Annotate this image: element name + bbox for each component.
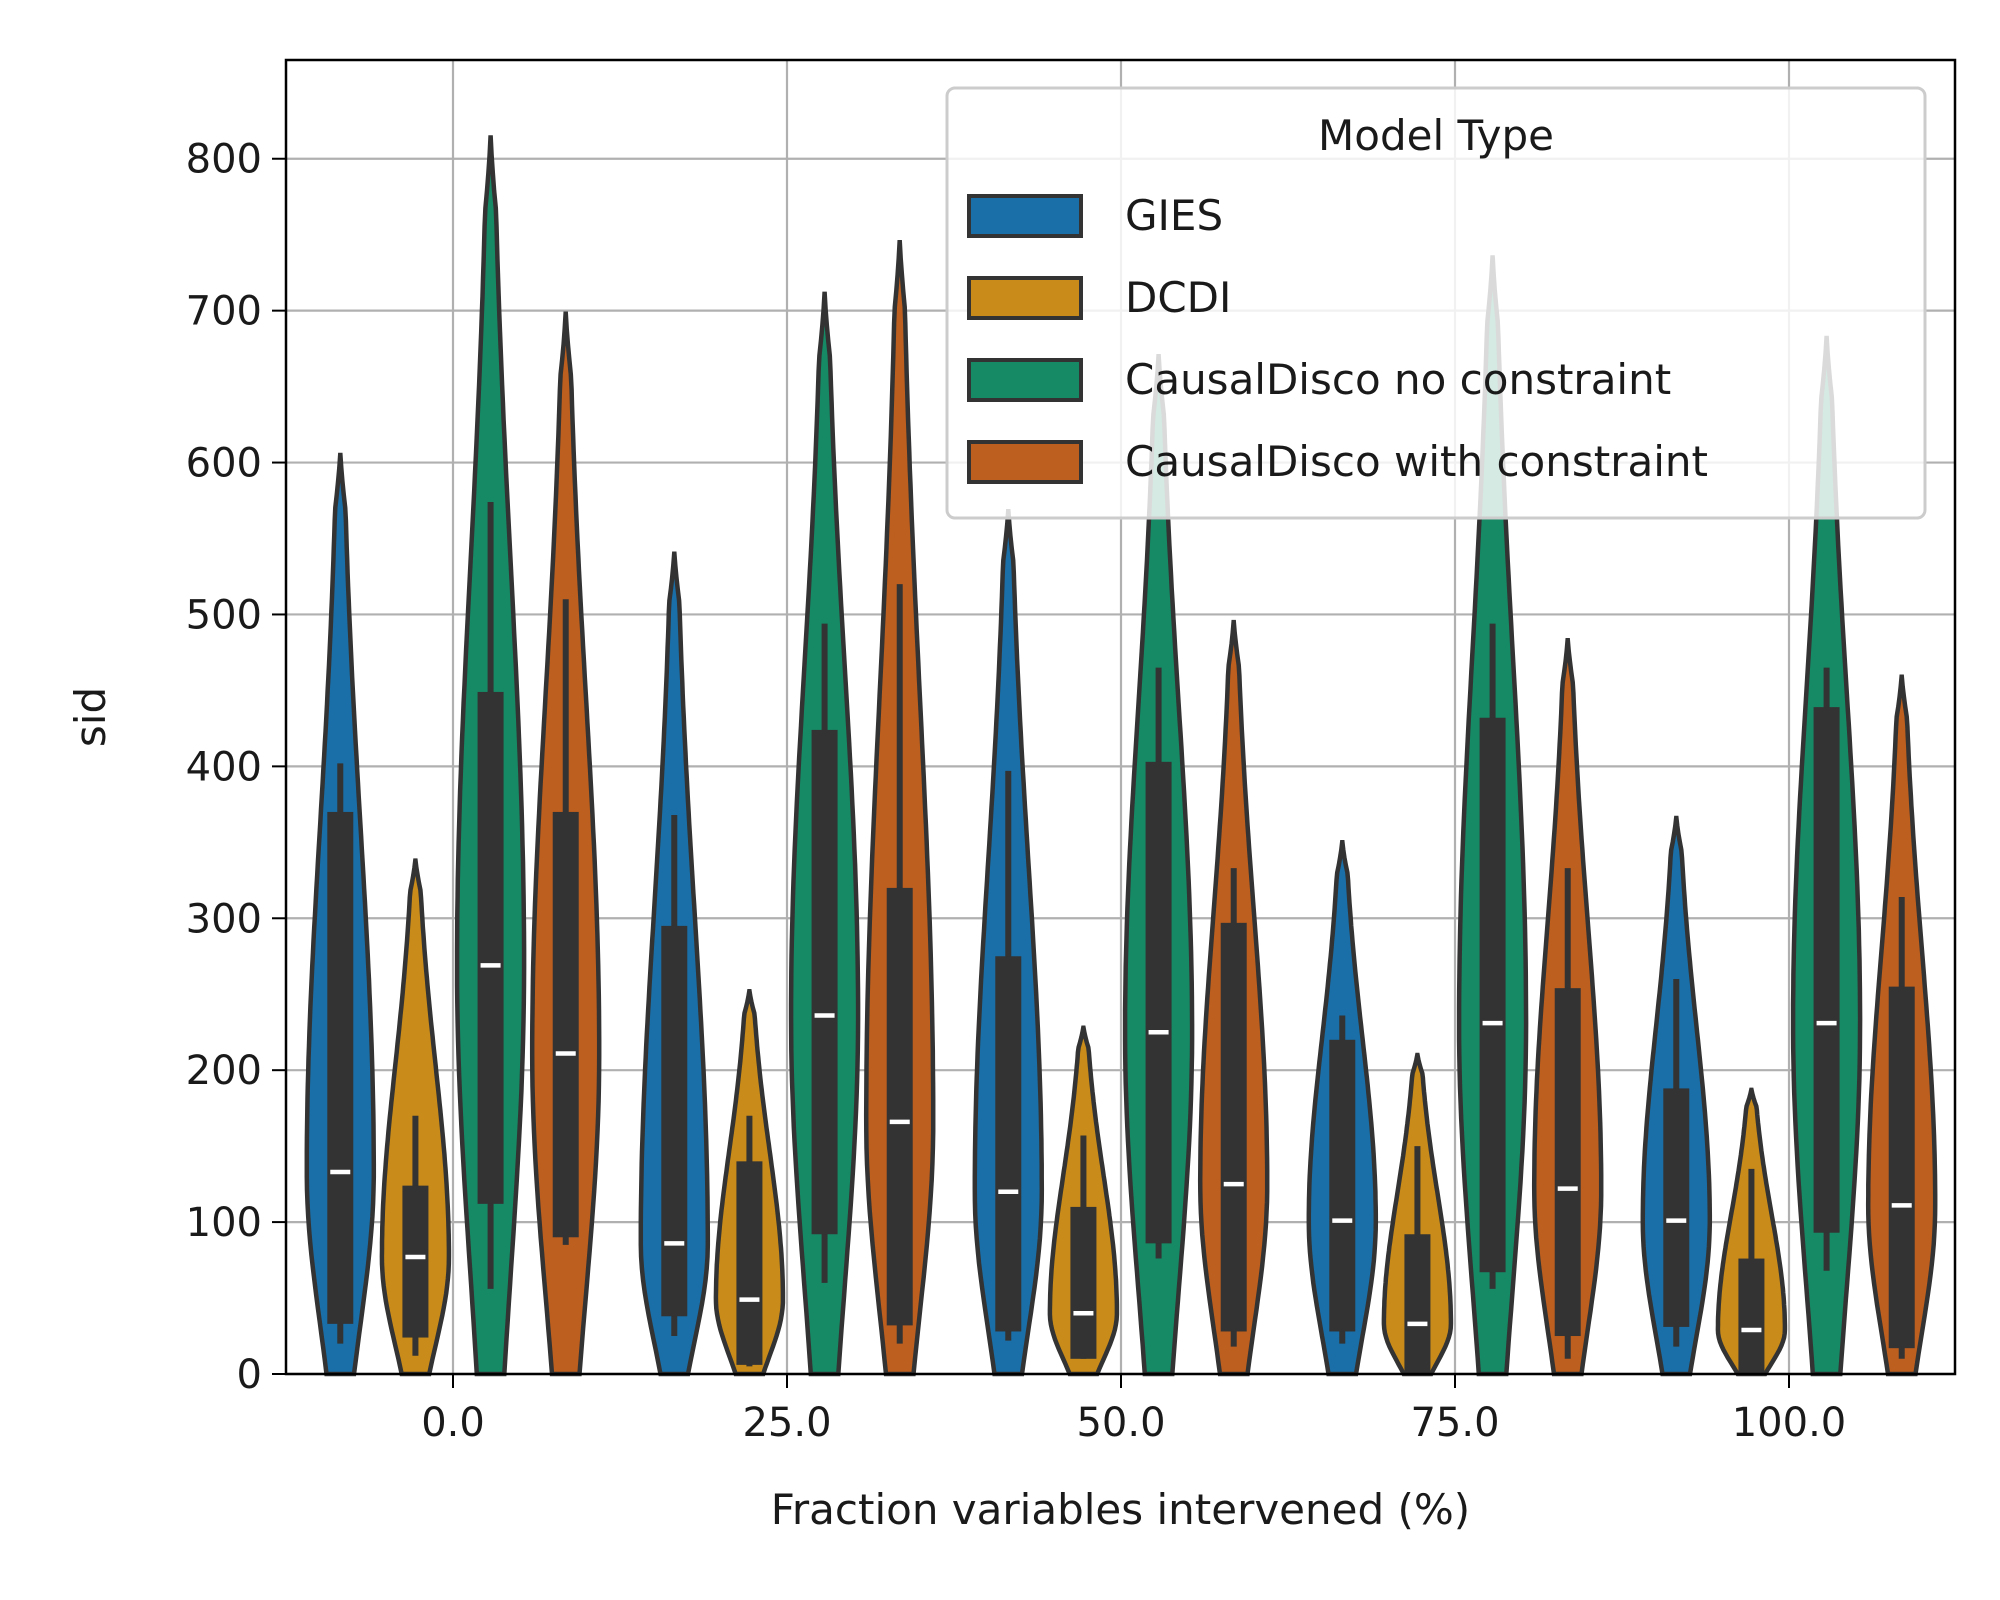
y-tick-label: 700 bbox=[186, 289, 262, 335]
x-tick-label: 75.0 bbox=[1410, 1400, 1499, 1446]
violin-iqr-box bbox=[995, 956, 1022, 1332]
y-tick-label: 0 bbox=[237, 1352, 262, 1398]
y-tick-label: 400 bbox=[186, 744, 262, 790]
axes-frame bbox=[284, 58, 1957, 1376]
violin-iqr-box bbox=[736, 1161, 763, 1365]
y-tick-label: 600 bbox=[186, 441, 262, 487]
violins bbox=[304, 135, 1938, 1377]
violin-iqr-box bbox=[552, 811, 579, 1238]
x-tick-label: 100.0 bbox=[1732, 1400, 1847, 1446]
violin-iqr-box bbox=[1404, 1234, 1431, 1374]
violin-iqr-box bbox=[661, 925, 688, 1317]
legend: Model Type GIES DCDI CausalDisco no constr… bbox=[945, 86, 1927, 520]
legend-label: DCDI bbox=[1125, 273, 1231, 322]
axes: 0 100 200 300 400 500 600 700 800 0.0 25.0 50.0 75.0… bbox=[186, 58, 1957, 1446]
y-tick-label: 800 bbox=[186, 137, 262, 183]
violin-iqr-box bbox=[477, 691, 504, 1204]
violin-iqr-box bbox=[1145, 761, 1172, 1244]
violin-iqr-box bbox=[1813, 707, 1840, 1233]
legend-swatch bbox=[967, 358, 1083, 402]
legend-label: CausalDisco with constraint bbox=[1125, 437, 1708, 486]
x-tick-label: 0.0 bbox=[421, 1400, 485, 1446]
legend-frame bbox=[945, 86, 1927, 520]
violin-iqr-box bbox=[1738, 1258, 1765, 1374]
violin-iqr-box bbox=[327, 811, 354, 1324]
y-tick-label: 200 bbox=[186, 1048, 262, 1094]
violin-iqr-box bbox=[1888, 986, 1915, 1349]
y-tick-label: 300 bbox=[186, 896, 262, 942]
legend-swatch bbox=[967, 276, 1083, 320]
y-tick-label: 500 bbox=[186, 592, 262, 638]
violin-iqr-box bbox=[1479, 717, 1506, 1273]
violin-iqr-box bbox=[1663, 1088, 1690, 1327]
legend-swatch bbox=[967, 194, 1083, 238]
violin-iqr-box bbox=[811, 729, 838, 1235]
legend-title: Model Type bbox=[1318, 111, 1554, 160]
x-axis-label: Fraction variables intervened (%) bbox=[771, 1485, 1470, 1534]
x-tick-label: 50.0 bbox=[1076, 1400, 1165, 1446]
violin-iqr-box bbox=[402, 1185, 429, 1338]
y-tick-label: 100 bbox=[186, 1200, 262, 1246]
x-tick-label: 25.0 bbox=[742, 1400, 831, 1446]
violin-iqr-box bbox=[1329, 1039, 1356, 1332]
legend-label: GIES bbox=[1125, 191, 1223, 240]
violin-iqr-box bbox=[1554, 988, 1581, 1337]
violin-iqr-box bbox=[1220, 922, 1247, 1332]
violin-iqr-box bbox=[886, 887, 913, 1326]
legend-label: CausalDisco no constraint bbox=[1125, 355, 1671, 404]
violin-iqr-box bbox=[1070, 1206, 1097, 1359]
y-axis-label: sid bbox=[66, 687, 115, 747]
legend-swatch bbox=[967, 440, 1083, 484]
